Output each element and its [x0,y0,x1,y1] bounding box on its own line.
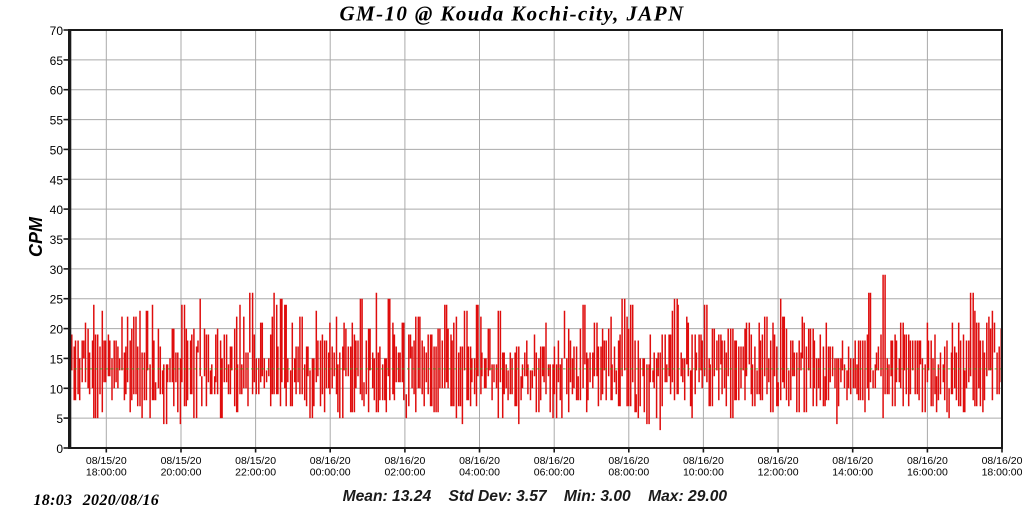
svg-text:06:00:00: 06:00:00 [534,467,575,479]
svg-text:08/15/20: 08/15/20 [235,455,276,467]
svg-text:45: 45 [50,173,64,187]
svg-text:10: 10 [50,382,64,396]
svg-text:2020/08/16: 2020/08/16 [82,492,159,509]
svg-text:02:00:00: 02:00:00 [384,467,425,479]
svg-text:30: 30 [50,263,64,277]
svg-text:08/16/20: 08/16/20 [982,455,1023,467]
svg-text:GM-10 @ Kouda Kochi-city, JAPN: GM-10 @ Kouda Kochi-city, JAPN [339,2,684,26]
svg-text:04:00:00: 04:00:00 [459,467,500,479]
svg-text:20:00:00: 20:00:00 [161,467,202,479]
svg-text:CPM: CPM [26,216,46,257]
svg-text:12:00:00: 12:00:00 [758,467,799,479]
svg-text:35: 35 [50,233,64,247]
svg-text:22:00:00: 22:00:00 [235,467,276,479]
svg-text:08/16/20: 08/16/20 [384,455,425,467]
svg-text:50: 50 [50,143,64,157]
svg-text:08/16/20: 08/16/20 [459,455,500,467]
svg-text:16:00:00: 16:00:00 [907,467,948,479]
svg-text:10:00:00: 10:00:00 [683,467,724,479]
svg-text:08/16/20: 08/16/20 [832,455,873,467]
svg-text:25: 25 [50,293,64,307]
svg-text:00:00:00: 00:00:00 [310,467,351,479]
svg-text:18:00:00: 18:00:00 [982,467,1023,479]
svg-text:08/16/20: 08/16/20 [310,455,351,467]
svg-text:60: 60 [50,84,64,98]
svg-text:70: 70 [50,24,64,38]
svg-text:08/16/20: 08/16/20 [534,455,575,467]
svg-text:5: 5 [56,412,63,426]
svg-text:08:00:00: 08:00:00 [608,467,649,479]
svg-text:20: 20 [50,323,64,337]
svg-text:08/15/20: 08/15/20 [161,455,202,467]
svg-text:18:00:00: 18:00:00 [86,467,127,479]
svg-text:0: 0 [56,442,63,456]
svg-text:Mean: 13.24 Std Dev: 3.57: Mean: 13.24 Std Dev: 3.57 Min: 3.00 Max:… [343,488,728,505]
svg-text:40: 40 [50,203,64,217]
svg-text:65: 65 [50,54,64,68]
svg-text:08/16/20: 08/16/20 [758,455,799,467]
svg-text:14:00:00: 14:00:00 [832,467,873,479]
svg-text:08/15/20: 08/15/20 [86,455,127,467]
svg-text:08/16/20: 08/16/20 [608,455,649,467]
svg-text:18:03: 18:03 [33,492,72,509]
svg-text:55: 55 [50,114,64,128]
svg-text:08/16/20: 08/16/20 [907,455,948,467]
svg-text:15: 15 [50,352,64,366]
svg-text:08/16/20: 08/16/20 [683,455,724,467]
